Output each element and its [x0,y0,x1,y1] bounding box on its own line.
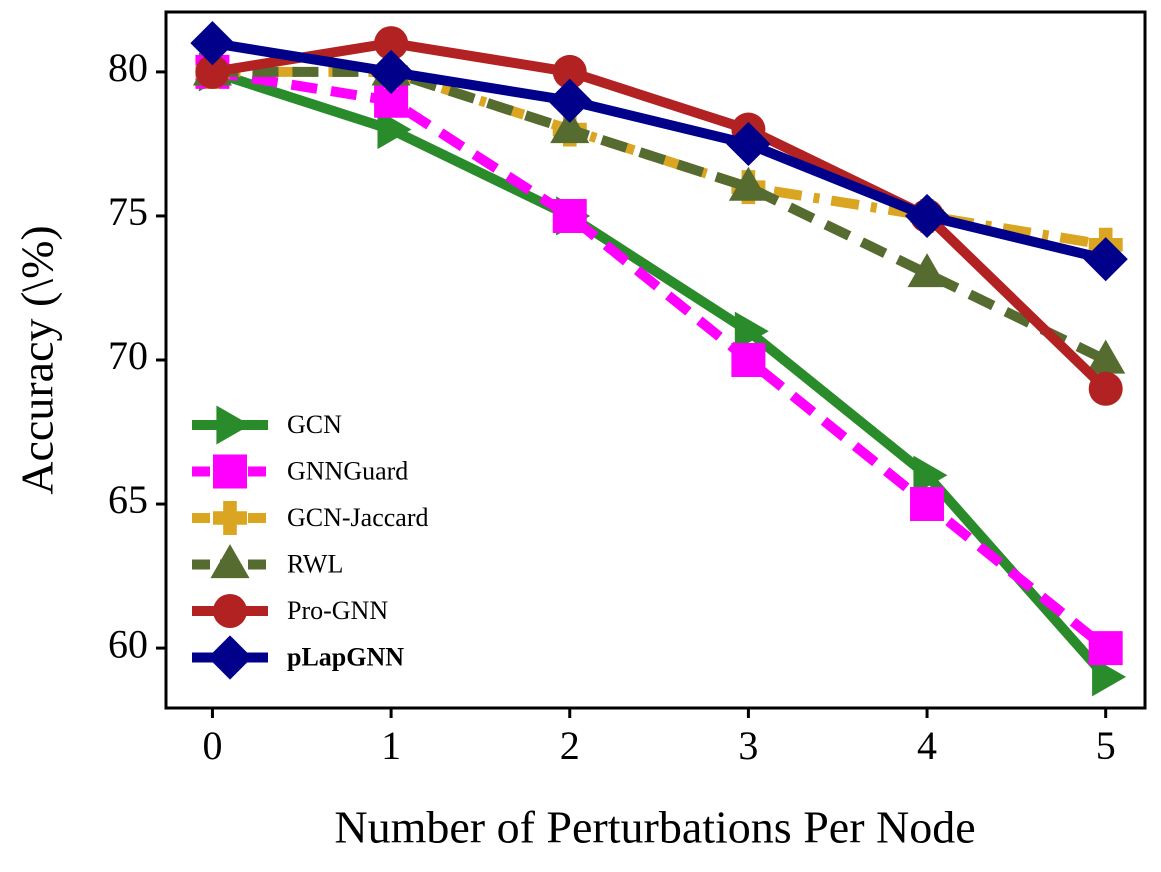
marker [1092,657,1127,697]
marker [213,501,247,535]
marker [552,198,587,233]
marker [1083,237,1128,282]
x-tick-label: 3 [738,723,758,768]
marker [904,193,950,239]
marker [213,594,247,628]
legend-entry: GCN-Jaccard [192,501,429,535]
legend-entry: GNNGuard [192,454,408,489]
marker [907,253,947,288]
legend-entry: pLapGNN [192,635,404,680]
y-tick-label: 75 [108,189,148,234]
marker [1088,631,1123,666]
series-line [212,66,1108,365]
marker [210,544,250,579]
legend-label: pLapGNN [287,642,404,671]
series-line [211,38,1107,265]
marker [910,487,945,522]
series [195,54,1123,666]
legend-label: GNNGuard [287,456,408,485]
legend-label: GCN-Jaccard [287,503,429,532]
x-tick-label: 0 [202,723,222,768]
marker [1086,339,1126,374]
series-line [210,67,1110,681]
marker [728,166,768,201]
x-tick-label: 2 [560,723,580,768]
marker [550,109,590,144]
marker [731,343,766,377]
marker [368,49,414,95]
marker [552,54,587,89]
marker [374,83,409,118]
marker [190,21,235,66]
legend-label: Pro-GNN [287,596,388,625]
y-tick-label: 65 [108,477,148,522]
marker [207,635,253,680]
plot-frame [164,10,1147,710]
marker [726,121,771,167]
x-tick-label: 4 [917,723,937,768]
marker [734,311,769,351]
marker [1088,371,1123,406]
marker [377,109,412,150]
series-line [211,66,1109,652]
series [190,21,1128,282]
x-tick-label: 1 [381,723,401,768]
y-axis-label: Accuracy (\%) [12,225,63,494]
marker [216,405,251,445]
legend-entry: Pro-GNN [192,594,388,628]
marker [195,54,230,89]
series [195,26,1123,406]
marker [374,26,409,61]
legend-label: RWL [287,549,343,578]
series-line [211,38,1110,393]
marker [213,454,247,489]
y-tick-label: 70 [108,333,148,378]
legend-entry: RWL [192,544,343,578]
y-tick-label: 80 [108,45,148,90]
y-tick-label: 60 [108,621,148,666]
legend-entry: GCN [192,405,342,445]
x-tick-label: 5 [1096,723,1116,768]
x-axis-label: Number of Perturbations Per Node [334,802,975,853]
legend-label: GCN [287,410,342,439]
marker [547,78,592,123]
marker [913,455,948,495]
